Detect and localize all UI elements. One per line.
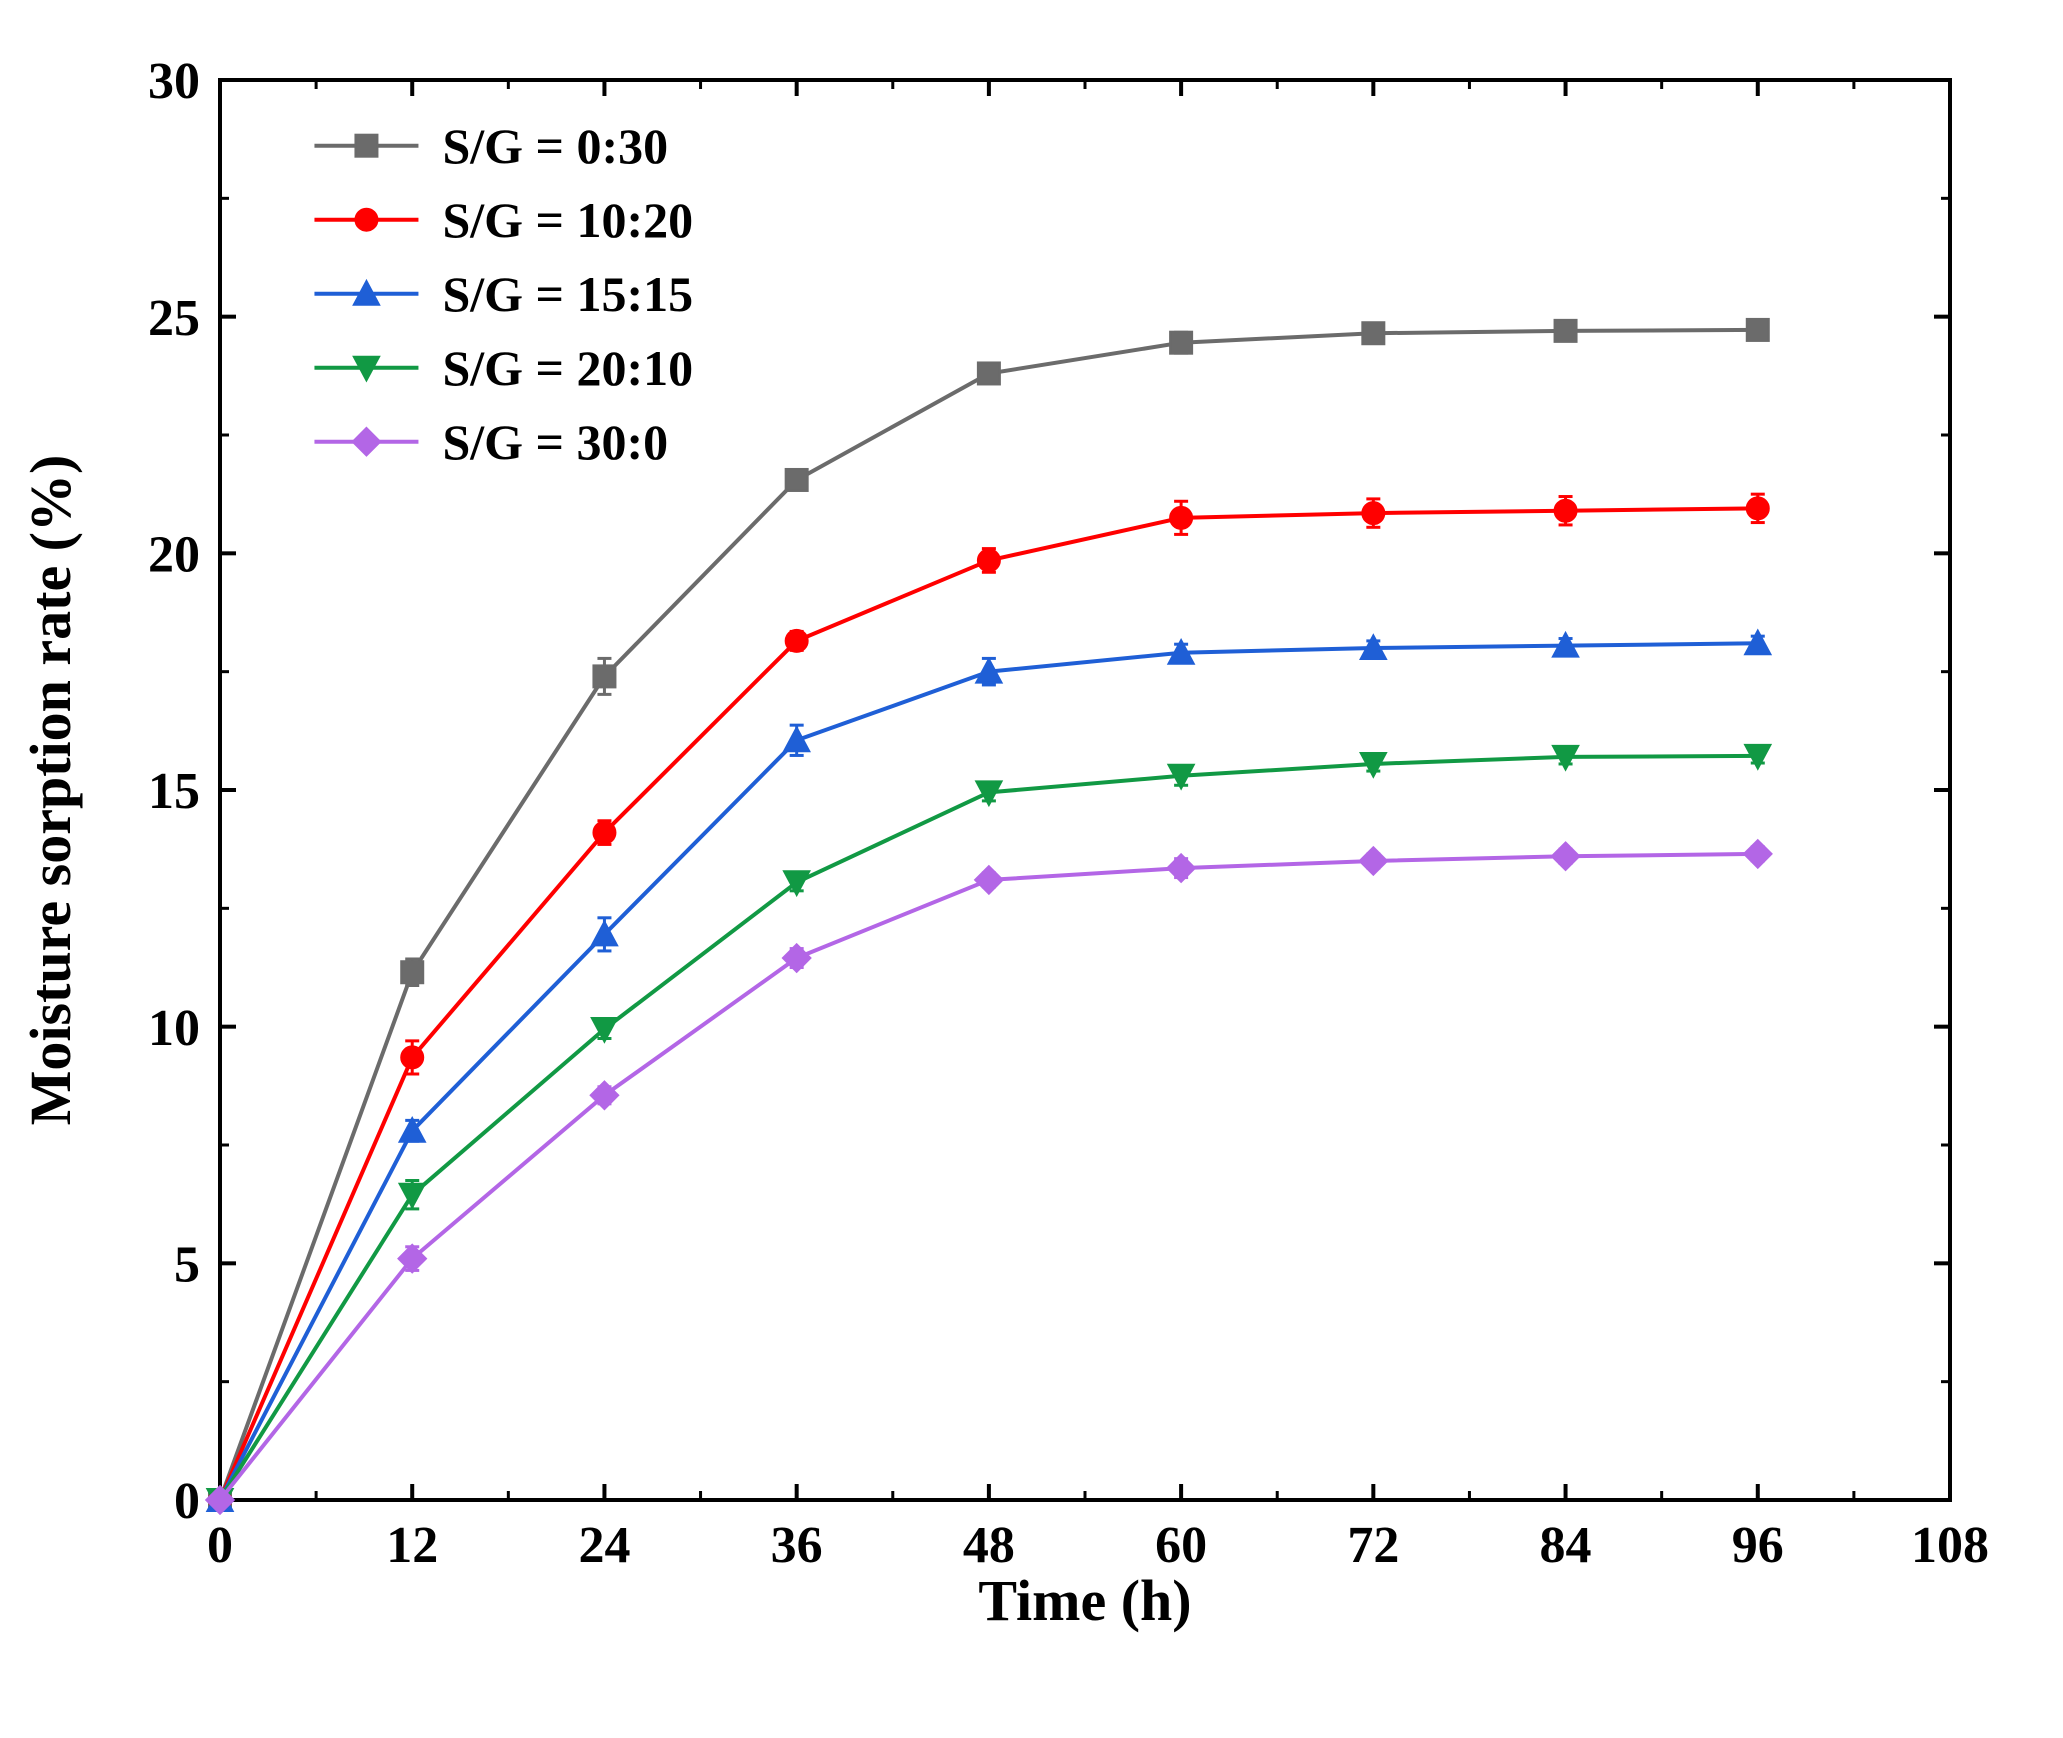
x-axis-title: Time (h) xyxy=(978,1568,1191,1633)
y-axis-title: Moisture sorption rate (%) xyxy=(18,455,83,1126)
x-tick-label: 96 xyxy=(1732,1517,1784,1574)
y-tick-label: 5 xyxy=(174,1237,200,1294)
x-tick-label: 24 xyxy=(578,1517,630,1574)
y-tick-label: 25 xyxy=(148,290,200,347)
y-tick-label: 15 xyxy=(148,763,200,820)
legend-label-sg_10_20: S/G = 10:20 xyxy=(442,192,693,248)
x-tick-label: 0 xyxy=(207,1517,233,1574)
y-tick-label: 20 xyxy=(148,527,200,584)
legend-label-sg_15_15: S/G = 15:15 xyxy=(442,266,693,322)
legend-label-sg_0_30: S/G = 0:30 xyxy=(442,118,668,174)
x-tick-label: 60 xyxy=(1155,1517,1207,1574)
y-tick-label: 0 xyxy=(174,1473,200,1530)
chart-container: 0 12 24 36 48 60 72 84 96 108 0 5 10 15 20 25 30 Time (h)… xyxy=(0,0,2063,1738)
y-tick-label: 30 xyxy=(148,53,200,110)
x-tick-label: 12 xyxy=(386,1517,438,1574)
legend-label-sg_20_10: S/G = 20:10 xyxy=(442,340,693,396)
y-tick-label: 10 xyxy=(148,1000,200,1057)
x-tick-label: 84 xyxy=(1540,1517,1592,1574)
x-tick-label: 72 xyxy=(1347,1517,1399,1574)
legend-label-sg_30_0: S/G = 30:0 xyxy=(442,414,668,470)
x-tick-label: 108 xyxy=(1911,1517,1989,1574)
moisture-sorption-chart: 0 12 24 36 48 60 72 84 96 108 0 5 10 15 20 25 30 Time (h)… xyxy=(0,0,2063,1738)
x-tick-label: 36 xyxy=(771,1517,823,1574)
x-tick-label: 48 xyxy=(963,1517,1015,1574)
